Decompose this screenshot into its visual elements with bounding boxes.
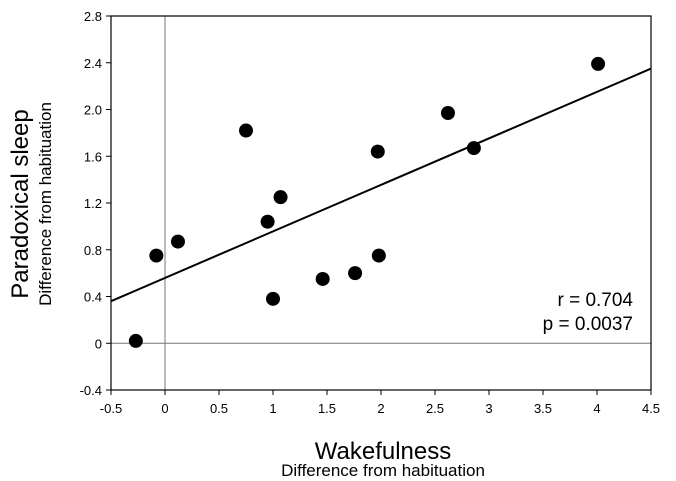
y-tick-label: 2.0	[84, 103, 102, 118]
x-tick-label: 0.5	[210, 401, 228, 416]
correlation-annotation: r = 0.704	[557, 290, 633, 311]
data-point	[348, 266, 363, 281]
data-point	[466, 141, 481, 156]
x-axis-title: Wakefulness	[315, 438, 452, 465]
data-point	[371, 248, 386, 263]
y-tick-label: 0.8	[84, 243, 102, 258]
regression-line	[110, 67, 652, 303]
data-point	[370, 144, 385, 159]
p-value-annotation: p = 0.0037	[543, 314, 633, 335]
data-points	[128, 56, 606, 348]
y-tick-label: 0.4	[84, 290, 102, 305]
data-point	[591, 56, 606, 71]
data-point	[239, 123, 253, 138]
x-tick-label: 2.5	[426, 401, 444, 416]
data-point	[149, 248, 164, 263]
y-tick-label: 0	[95, 336, 102, 351]
data-point	[273, 190, 288, 205]
x-tick-label: -0.5	[100, 401, 122, 416]
data-point	[260, 214, 275, 229]
y-tick-label: -0.4	[80, 383, 102, 398]
x-tick-label: 4.5	[642, 401, 660, 416]
data-point	[440, 106, 455, 121]
y-tick-label: 2.4	[84, 56, 102, 71]
y-tick-label: 1.6	[84, 149, 102, 164]
x-tick-label: 3.5	[534, 401, 552, 416]
x-axis-ticks: -0.5 0 0.5 1 1.5 2 2.5 3 3.5 4 4.5	[100, 390, 660, 416]
y-axis-ticks: -0.4 0 0.4 0.8 1.2 1.6 2.0 2.4 2.8	[80, 9, 111, 398]
x-tick-label: 4	[593, 401, 600, 416]
x-tick-label: 1	[269, 401, 276, 416]
y-tick-label: 2.8	[84, 9, 102, 24]
y-axis-title: Paradoxical sleep	[7, 109, 34, 298]
x-tick-label: 0	[161, 401, 168, 416]
data-point	[266, 291, 280, 306]
x-tick-label: 3	[485, 401, 492, 416]
data-point	[315, 271, 330, 286]
data-point	[170, 234, 185, 249]
y-axis-subtitle: Difference from habituation	[36, 102, 55, 306]
x-tick-label: 2	[377, 401, 384, 416]
x-tick-label: 1.5	[318, 401, 336, 416]
data-point	[128, 333, 143, 348]
regression-line-group	[110, 67, 652, 303]
x-axis-subtitle: Difference from habituation	[281, 461, 485, 480]
reference-lines	[111, 16, 651, 390]
y-tick-label: 1.2	[84, 196, 102, 211]
